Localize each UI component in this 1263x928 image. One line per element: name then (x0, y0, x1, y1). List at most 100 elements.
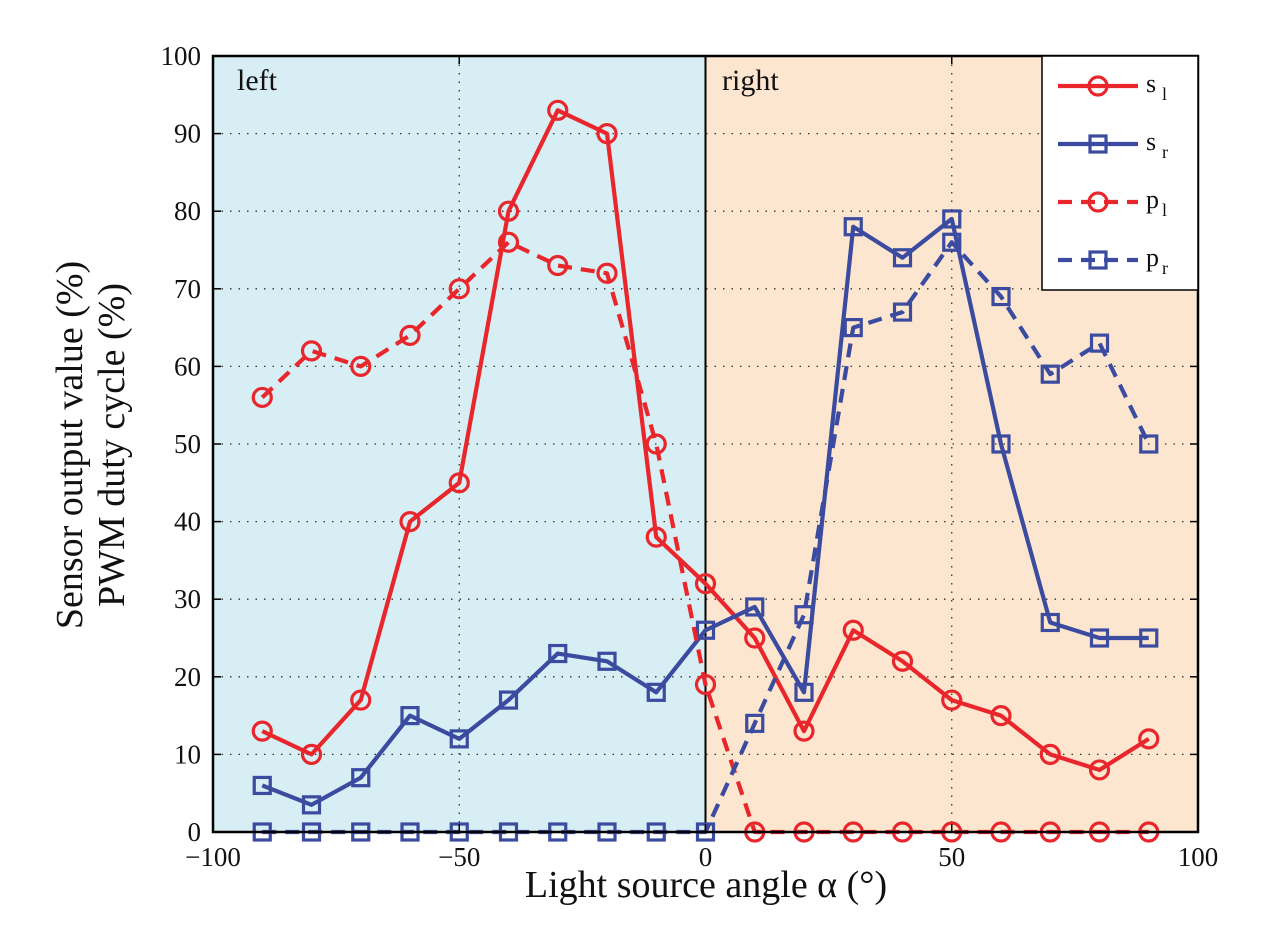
y-tick-label: 60 (174, 351, 201, 381)
series-p-r-point (843, 318, 863, 338)
series-s-l-point (1039, 743, 1061, 766)
series-p-r-point (794, 605, 814, 625)
legend-label: s (1146, 69, 1156, 98)
series-s-l-point (744, 627, 766, 649)
legend-label-subscript: l (1162, 84, 1167, 104)
series-p-r-point (1139, 434, 1159, 454)
legend-label: p (1146, 243, 1159, 272)
series-s-l-point (596, 123, 618, 145)
series-p-l-point (300, 340, 323, 362)
series-s-l-line (261, 108, 1150, 773)
x-tick-label: 50 (938, 842, 965, 872)
series-s-r-point (942, 209, 962, 229)
x-tick-label: 100 (1178, 842, 1219, 872)
series-s-r-point (843, 217, 863, 237)
series-p-r-point (1040, 364, 1060, 384)
series-p-l-point (350, 355, 372, 377)
y-tick-label: 10 (174, 739, 201, 769)
legend-marker (1087, 75, 1109, 97)
series-p-r-point (1089, 333, 1110, 353)
region-left (213, 56, 706, 832)
legend-label-subscript: l (1162, 200, 1167, 220)
series-s-r-point (991, 434, 1011, 454)
x-axis-title: Light source angle α (°) (525, 864, 887, 906)
series-s-l-point (251, 720, 273, 742)
legend-label: p (1146, 185, 1159, 214)
y-tick-label: 100 (161, 41, 202, 71)
series-s-l-point (694, 573, 717, 595)
series-s-l-point (990, 704, 1012, 727)
y-tick-label: 70 (174, 274, 201, 304)
legend-label: s (1146, 127, 1156, 156)
series-p-l-point (596, 262, 618, 284)
tick-labels: −100 −50 0 50 100 0 10 20 30 40 50 60 70 80 90 100 (161, 41, 1219, 872)
y-axis-title-line-2: PWM duty cycle (%) (91, 283, 133, 607)
series-s-r-point (745, 597, 765, 617)
legend-marker (1088, 134, 1108, 154)
series-s-l-point (645, 526, 667, 548)
series-s-l-point (891, 650, 914, 672)
series-s-l-point (300, 743, 323, 766)
series-s-r-point (351, 768, 371, 788)
series-s-r-point (1089, 628, 1110, 648)
series-p-r-point (745, 713, 765, 733)
series-s-r-point (1040, 612, 1060, 633)
series-s-r-point (252, 775, 272, 796)
x-tick-label: −50 (438, 842, 480, 872)
y-tick-label: 30 (174, 584, 201, 614)
series-s-l-point (1138, 728, 1160, 750)
y-tick-label: 0 (188, 817, 202, 847)
legend-marker (1088, 250, 1108, 270)
series-p-l-point (399, 324, 421, 346)
series-s-l-point (941, 689, 963, 711)
series-p-l-point (497, 231, 520, 253)
x-tick-label: 0 (699, 842, 713, 872)
series-s-l-point (547, 99, 569, 121)
series-s-r (252, 209, 1159, 815)
series-p-l-point (448, 278, 470, 300)
series-p-l-point (547, 254, 569, 277)
y-tick-label: 80 (174, 196, 201, 226)
y-tick-label: 90 (174, 119, 201, 149)
series-s-l-point (793, 720, 815, 742)
legend-box (1041, 55, 1199, 291)
y-tick-label: 50 (174, 429, 201, 459)
series-p-r-point (942, 232, 962, 252)
series-s-r-point (548, 643, 568, 664)
series-p-r-point (892, 302, 913, 322)
region-label-left: left (237, 64, 278, 97)
series-s-r-point (301, 795, 322, 815)
legend-marker (1087, 191, 1109, 213)
series-s-r-point (695, 620, 716, 640)
series-p-r-point (991, 286, 1011, 307)
series-p-l-point (694, 673, 717, 696)
x-tick-label: −100 (185, 842, 241, 872)
series-s-l (251, 99, 1160, 781)
series-s-r-point (646, 682, 666, 702)
series-s-l-point (842, 619, 864, 641)
series-s-r-point (794, 682, 814, 702)
series-p-l-point (645, 433, 667, 455)
y-axis-title-line-1: Sensor output value (%) (49, 261, 91, 629)
series-s-l-point (350, 689, 372, 711)
legend-label-subscript: r (1162, 258, 1168, 278)
legend-label-subscript: r (1162, 142, 1168, 162)
series-s-l-point (399, 510, 421, 533)
series-s-r-point (892, 248, 913, 268)
series-s-l-point (497, 200, 520, 222)
series-s-l-point (448, 472, 470, 494)
region-label-right: right (722, 64, 779, 97)
series-s-r-line (261, 216, 1149, 807)
series-s-r-point (498, 690, 519, 710)
legend: s ls rp lp r (1041, 55, 1199, 291)
series-s-r-point (597, 651, 617, 671)
y-tick-label: 40 (174, 507, 201, 537)
series-s-r-point (400, 705, 420, 726)
y-tick-label: 20 (174, 662, 201, 692)
series-s-r-point (1139, 628, 1159, 648)
